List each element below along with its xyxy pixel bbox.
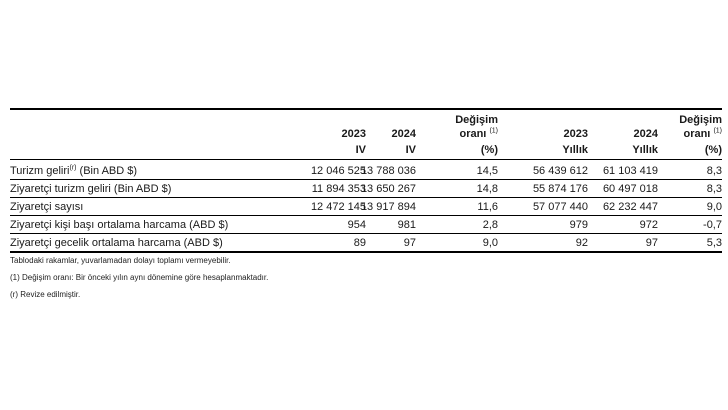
row-divider [10,197,722,198]
header-change-rate-annual: oranı (1) [683,127,722,140]
table-row: Ziyaretçi turizm geliri (Bin ABD $) 11 8… [10,181,722,197]
row-label: Ziyaretçi turizm geliri (Bin ABD $) [10,183,172,195]
table-row: Ziyaretçi kişi başı ortalama harcama (AB… [10,217,722,233]
cell-2023-q4: 12 472 145 [310,201,366,213]
header-annual-2023: Yıllık [562,144,588,156]
cell-2023-annual: 56 439 612 [532,165,588,177]
header-year-2024: 2024 [391,128,416,140]
cell-2024-q4: 981 [397,219,416,231]
cell-2024-q4: 13 917 894 [360,201,416,213]
table-row: Ziyaretçi gecelik ortalama harcama (ABD … [10,235,722,251]
cell-2024-q4: 13 650 267 [360,183,416,195]
table-row: Turizm geliri(r) (Bin ABD $) 12 046 525 … [10,163,722,179]
header-change-label-annual: Değişim [679,114,722,126]
cell-2024-annual: 972 [639,219,658,231]
header-divider [10,159,722,160]
cell-2023-q4: 11 894 353 [311,183,366,195]
cell-change-annual: 8,3 [706,183,722,195]
header-change-label: Değişim [455,114,498,126]
cell-2024-annual: 62 232 447 [602,201,658,213]
note-rounding: Tablodaki rakamlar, yuvarlamadan dolayı … [10,256,231,265]
cell-2024-q4: 13 788 036 [360,165,416,177]
cell-2023-q4: 12 046 525 [310,165,366,177]
cell-2023-q4: 954 [347,219,366,231]
cell-2023-q4: 89 [353,237,366,249]
table-bottom-rule [10,251,722,253]
note-revised: (r) Revize edilmiştir. [10,290,81,299]
footnote-ref-1-annual: (1) [713,127,722,135]
header-change-unit-annual: (%) [704,144,722,156]
header-year-2023-annual: 2023 [563,128,588,140]
header-year-2024-annual: 2024 [633,128,658,140]
cell-change-annual: 5,3 [706,237,722,249]
note-change-rate: (1) Değişim oranı: Bir önceki yılın aynı… [10,273,269,282]
row-label: Ziyaretçi sayısı [10,201,84,213]
row-label: Ziyaretçi kişi başı ortalama harcama (AB… [10,219,229,231]
table-row: Ziyaretçi sayısı 12 472 145 13 917 894 1… [10,199,722,215]
header-period-iv-2023: IV [355,144,366,156]
cell-2024-annual: 61 103 419 [602,165,658,177]
cell-2023-annual: 57 077 440 [532,201,588,213]
cell-2024-q4: 97 [403,237,416,249]
header-annual-2024: Yıllık [632,144,658,156]
header-change-rate: oranı (1) [459,127,498,140]
cell-change-annual: 8,3 [706,165,722,177]
row-divider [10,179,722,180]
footnote-ref-1: (1) [489,127,498,135]
table-top-rule [10,108,722,110]
cell-change-q4: 9,0 [482,237,498,249]
cell-2024-annual: 97 [645,237,658,249]
row-divider [10,215,722,216]
row-label: Turizm geliri(r) (Bin ABD $) [10,164,138,177]
cell-2023-annual: 979 [569,219,588,231]
cell-change-annual: 9,0 [706,201,722,213]
cell-change-q4: 11,6 [477,201,498,213]
cell-change-annual: -0,7 [703,219,722,231]
cell-change-q4: 2,8 [482,219,498,231]
header-change-unit: (%) [480,144,498,156]
header-period-iv-2024: IV [405,144,416,156]
cell-2024-annual: 60 497 018 [602,183,658,195]
row-divider [10,233,722,234]
cell-change-q4: 14,5 [476,165,498,177]
header-year-2023: 2023 [341,128,366,140]
cell-2023-annual: 55 874 176 [532,183,588,195]
cell-2023-annual: 92 [575,237,588,249]
row-label: Ziyaretçi gecelik ortalama harcama (ABD … [10,237,223,249]
cell-change-q4: 14,8 [476,183,498,195]
